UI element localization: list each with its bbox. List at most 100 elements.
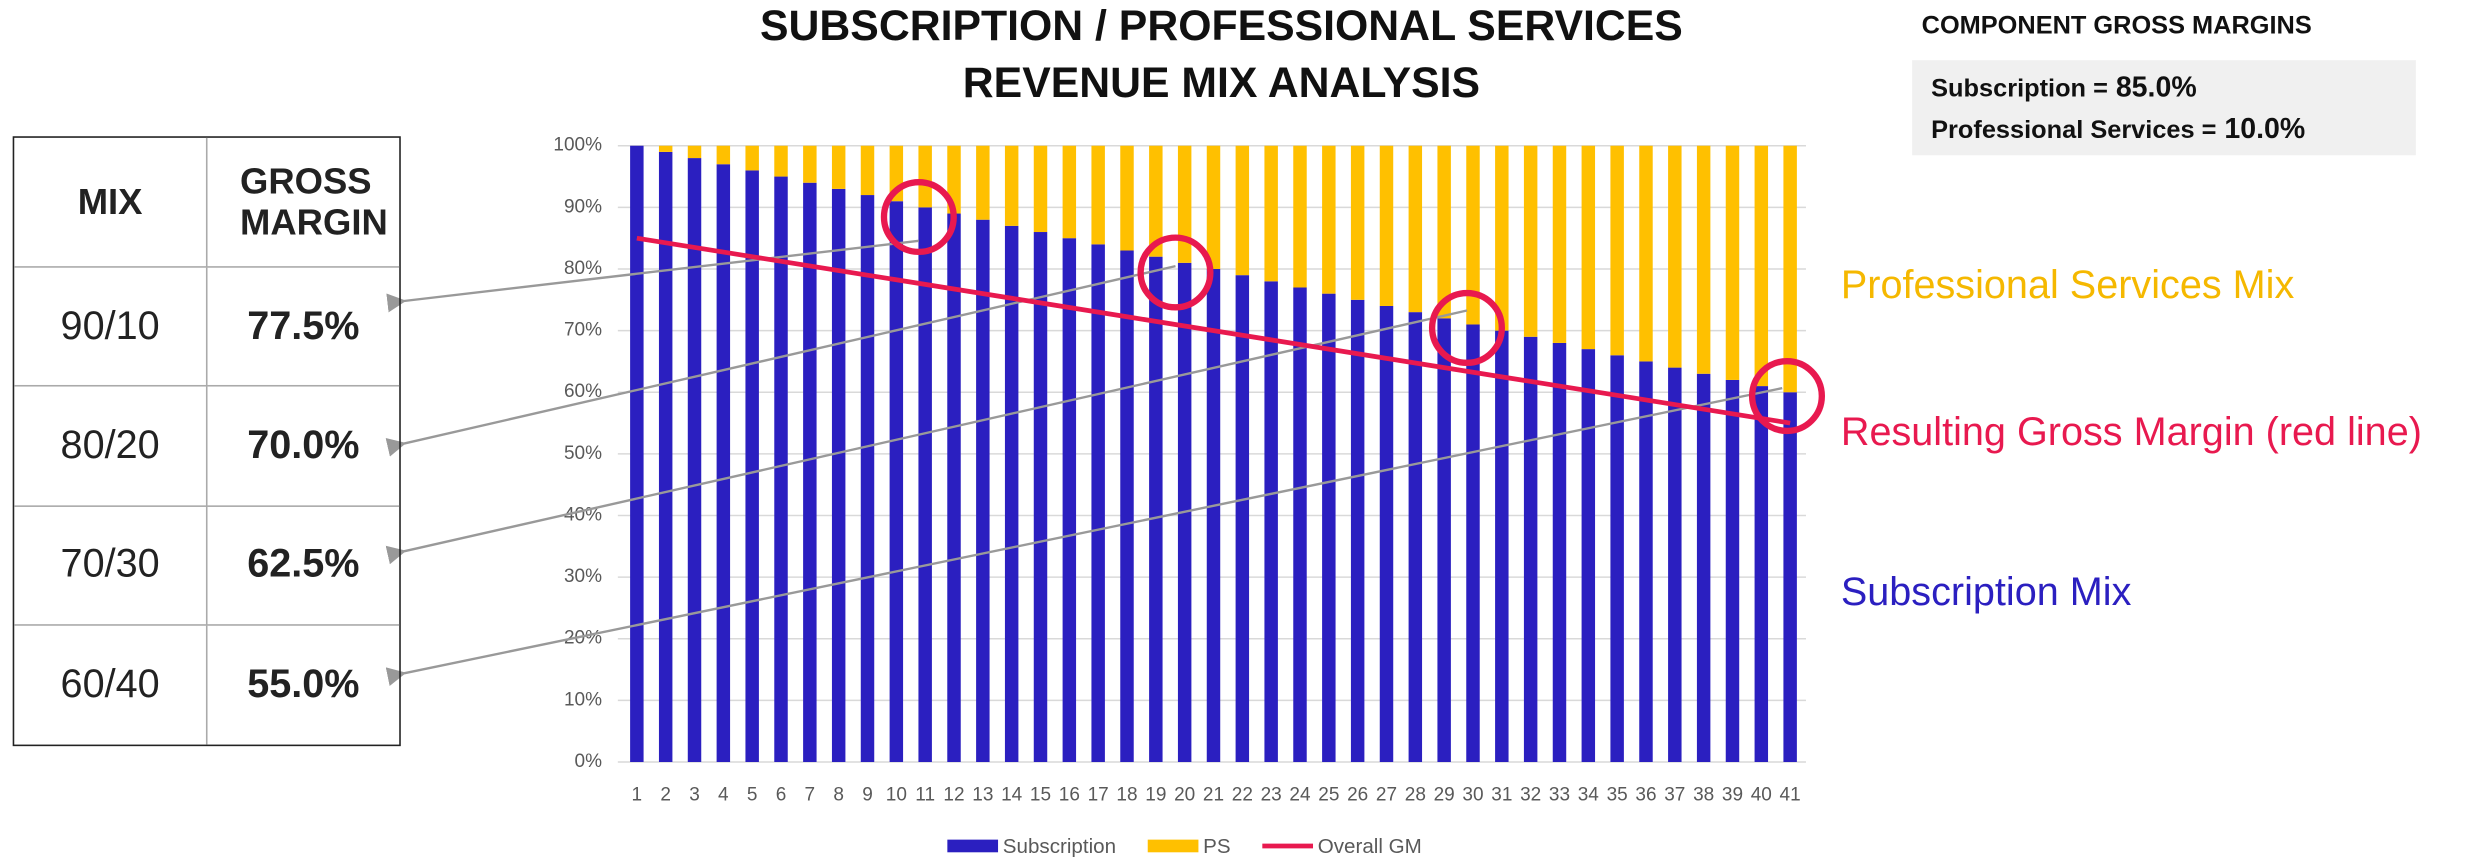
table-cell: 62.5% — [207, 506, 400, 626]
bar — [1293, 287, 1307, 763]
bar — [1322, 293, 1336, 763]
bar — [1783, 145, 1797, 393]
table-cell: 60/40 — [14, 625, 208, 745]
table-cell: 77.5% — [207, 268, 400, 387]
bar — [687, 158, 702, 763]
bar — [1350, 145, 1365, 300]
x-tick-label: 17 — [1088, 784, 1109, 805]
x-tick-label: 20 — [1174, 784, 1195, 805]
component-label: Professional Services = — [1931, 117, 2217, 145]
bar — [687, 145, 702, 159]
x-tick-label: 38 — [1693, 784, 1714, 805]
component-value: 85.0% — [2115, 71, 2197, 103]
bar — [1120, 145, 1134, 251]
x-tick-label: 23 — [1261, 784, 1282, 805]
annotation: Resulting Gross Margin (red line) — [1840, 410, 2422, 455]
x-tick-label: 40 — [1751, 784, 1772, 805]
legend-label: Overall GM — [1318, 835, 1422, 858]
bar — [1639, 145, 1653, 362]
annotation: Professional Services Mix — [1840, 262, 2295, 308]
x-tick-label: 31 — [1491, 784, 1512, 805]
bar — [1581, 145, 1596, 350]
x-tick-label: 32 — [1520, 784, 1541, 805]
title-line: SUBSCRIPTION / PROFESSIONAL SERVICES — [760, 2, 1683, 50]
legend-swatch — [1147, 839, 1199, 853]
x-tick-label: 34 — [1578, 784, 1600, 805]
bar — [1004, 145, 1019, 226]
y-tick-label: 0% — [575, 751, 603, 772]
bar — [745, 170, 759, 763]
y-tick-label: 80% — [564, 258, 602, 279]
bar — [1177, 145, 1192, 263]
y-tick-label: 90% — [564, 196, 602, 217]
bar — [1264, 145, 1278, 282]
bar — [745, 145, 759, 171]
highlight-circle — [1137, 234, 1214, 311]
bar — [716, 145, 731, 165]
table-cell: 70/30 — [14, 506, 208, 626]
x-tick-label: 12 — [943, 784, 964, 805]
bar — [1495, 330, 1509, 763]
bar — [1783, 392, 1797, 763]
x-tick-label: 19 — [1145, 784, 1166, 805]
bar — [1235, 145, 1250, 276]
bar — [716, 164, 731, 763]
y-tick-label: 60% — [564, 381, 602, 402]
bar — [658, 145, 673, 152]
pointer-arrow — [385, 386, 1783, 686]
x-tick-label: 9 — [862, 784, 873, 805]
x-tick-label: 11 — [915, 784, 935, 805]
bar — [1379, 145, 1394, 306]
y-tick-label: 20% — [564, 628, 602, 649]
x-tick-label: 28 — [1405, 784, 1426, 805]
x-tick-label: 14 — [1001, 784, 1023, 805]
y-tick-label: 100% — [553, 135, 602, 156]
bar — [1004, 225, 1019, 763]
bar — [1206, 145, 1221, 269]
component-item: Subscription = 85.0% — [1931, 68, 2397, 109]
bar — [1552, 342, 1567, 763]
bar — [658, 151, 673, 763]
y-tick-label: 10% — [564, 689, 602, 710]
bar — [976, 219, 990, 763]
bar — [774, 176, 788, 763]
bar — [918, 145, 932, 208]
x-tick-label: 41 — [1780, 784, 1801, 805]
bar — [1668, 145, 1682, 368]
bar — [1091, 244, 1105, 763]
bar — [1754, 386, 1769, 763]
x-tick-label: 24 — [1289, 784, 1311, 805]
x-tick-label: 7 — [805, 784, 816, 805]
table-cell: 80/20 — [14, 386, 208, 507]
bar — [1350, 299, 1365, 763]
bar — [831, 188, 846, 763]
x-tick-label: 4 — [718, 784, 729, 805]
bar — [1552, 145, 1567, 343]
bar — [1495, 145, 1509, 331]
legend-swatch — [947, 839, 999, 853]
bar — [1091, 145, 1105, 245]
pointer-arrow — [385, 264, 1176, 457]
bar — [1149, 256, 1163, 763]
bar — [947, 213, 961, 763]
bar — [1062, 238, 1077, 763]
bar — [1235, 275, 1250, 763]
y-tick-label: 70% — [564, 320, 602, 341]
x-tick-label: 8 — [833, 784, 844, 805]
mix-table: MIX GROSS MARGIN 90/10 77.5% 80/20 70.0% 70/… — [12, 136, 401, 747]
bar — [1264, 281, 1278, 763]
x-tick-label: 26 — [1347, 784, 1368, 805]
y-tick-label: 50% — [564, 443, 602, 464]
bar — [1668, 367, 1682, 763]
bar — [1581, 349, 1596, 763]
bar — [1437, 145, 1451, 319]
y-tick-label: 30% — [564, 566, 602, 587]
x-tick-label: 39 — [1722, 784, 1743, 805]
bar — [1610, 145, 1624, 356]
bar — [1466, 145, 1480, 325]
x-tick-label: 22 — [1232, 784, 1253, 805]
x-tick-label: 1 — [632, 784, 643, 805]
x-tick-label: 30 — [1462, 784, 1483, 805]
bar — [860, 145, 875, 196]
